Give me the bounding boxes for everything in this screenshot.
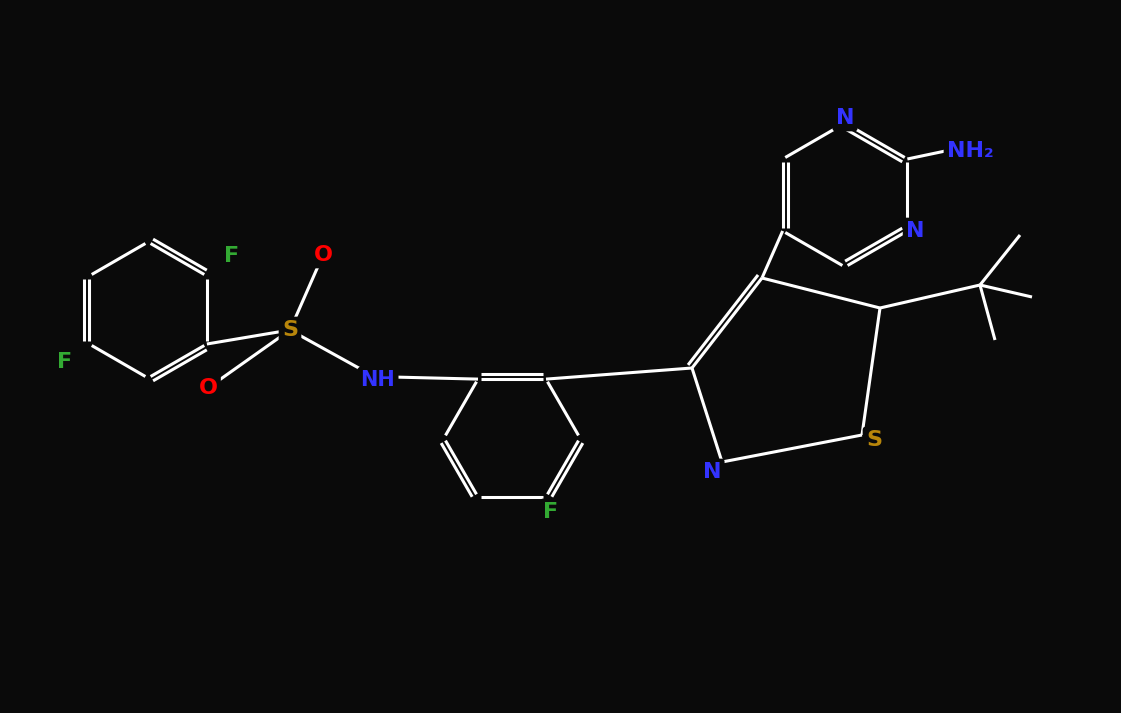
Text: NH: NH	[361, 370, 396, 390]
Text: S: S	[282, 320, 298, 340]
Text: S: S	[867, 430, 882, 450]
Text: N: N	[836, 108, 854, 128]
Text: O: O	[198, 378, 217, 398]
Text: N: N	[906, 221, 925, 241]
Text: N: N	[703, 462, 721, 482]
Text: F: F	[56, 352, 72, 372]
Text: O: O	[314, 245, 333, 265]
Text: NH₂: NH₂	[947, 141, 993, 161]
Text: F: F	[224, 246, 240, 266]
Text: F: F	[544, 502, 558, 522]
